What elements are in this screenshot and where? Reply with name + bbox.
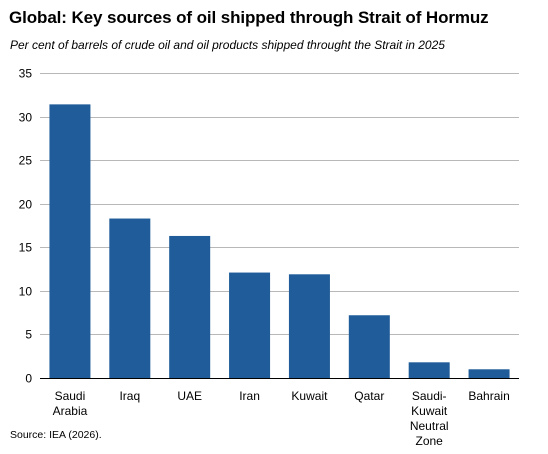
x-tick-label: Iraq: [119, 389, 140, 403]
x-tick-labels: Saudi Arabia Iraq UAE Iran Kuwait Qatar Saudi-K…: [53, 389, 510, 448]
x-tick-label: Qatar: [354, 389, 384, 403]
x-tick-label: Saudi-Kuwait Neutral Zone: [410, 389, 449, 448]
bar: [468, 369, 510, 378]
x-tick-label: Kuwait: [291, 389, 328, 403]
y-tick-label: 5: [25, 328, 32, 342]
bar: [408, 362, 450, 378]
chart-title: Global: Key sources of oil shipped throu…: [9, 8, 489, 27]
y-tick-label: 20: [19, 198, 33, 212]
bar: [288, 274, 330, 378]
y-tick-label: 30: [19, 111, 33, 125]
chart-subtitle: Per cent of barrels of crude oil and oil…: [10, 38, 445, 52]
bar: [49, 104, 91, 378]
x-tick-label: Iran: [239, 389, 260, 403]
x-tick-label: Bahrain: [468, 389, 509, 403]
bar: [229, 272, 271, 378]
x-tick-label: Saudi Arabia: [53, 389, 88, 418]
y-tick-label: 15: [19, 241, 33, 255]
bar: [348, 315, 390, 378]
bars: [49, 104, 510, 378]
bar: [109, 218, 151, 378]
bar: [169, 235, 211, 378]
y-tick-labels: 0 5 10 15 20 25 30 35: [19, 67, 33, 386]
y-tick-label: 35: [19, 67, 33, 81]
y-tick-label: 25: [19, 154, 33, 168]
y-tick-label: 0: [25, 372, 32, 386]
x-tick-label: UAE: [177, 389, 202, 403]
y-tick-label: 10: [19, 285, 33, 299]
source-note: Source: IEA (2026).: [10, 429, 102, 441]
